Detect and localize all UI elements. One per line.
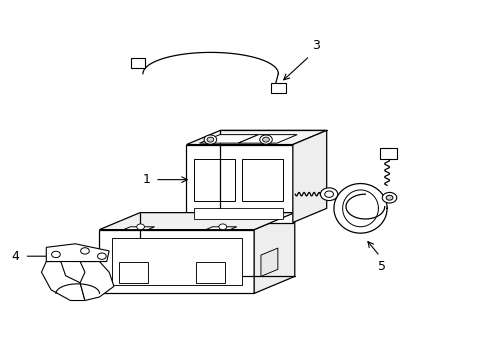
Polygon shape [41, 261, 85, 301]
Polygon shape [119, 261, 147, 283]
Polygon shape [254, 213, 294, 293]
Polygon shape [111, 238, 242, 284]
Circle shape [206, 137, 213, 142]
Circle shape [52, 251, 60, 258]
Circle shape [97, 253, 106, 260]
Text: 4: 4 [12, 250, 20, 263]
Text: 1: 1 [142, 173, 150, 186]
Polygon shape [379, 148, 396, 159]
Circle shape [137, 224, 144, 230]
Circle shape [382, 192, 396, 203]
Polygon shape [292, 130, 326, 222]
Circle shape [320, 188, 337, 201]
Polygon shape [99, 230, 254, 293]
Polygon shape [196, 261, 224, 283]
Polygon shape [205, 227, 236, 230]
Polygon shape [270, 82, 285, 93]
Polygon shape [186, 130, 326, 145]
Circle shape [219, 224, 226, 230]
Polygon shape [46, 244, 109, 261]
Polygon shape [261, 248, 277, 276]
Circle shape [324, 191, 333, 197]
Circle shape [386, 195, 392, 200]
Polygon shape [131, 58, 145, 68]
Polygon shape [186, 145, 292, 222]
Polygon shape [238, 135, 297, 143]
Polygon shape [99, 213, 294, 230]
Bar [242, 159, 283, 201]
Polygon shape [123, 227, 154, 230]
Text: 3: 3 [311, 39, 320, 53]
Polygon shape [80, 261, 114, 301]
Bar [193, 159, 234, 201]
Text: 5: 5 [378, 260, 386, 273]
Bar [193, 208, 283, 219]
Circle shape [262, 137, 269, 142]
Polygon shape [199, 135, 258, 143]
Circle shape [259, 135, 272, 144]
Text: 2: 2 [60, 248, 68, 261]
Circle shape [203, 135, 216, 144]
Circle shape [81, 248, 89, 254]
